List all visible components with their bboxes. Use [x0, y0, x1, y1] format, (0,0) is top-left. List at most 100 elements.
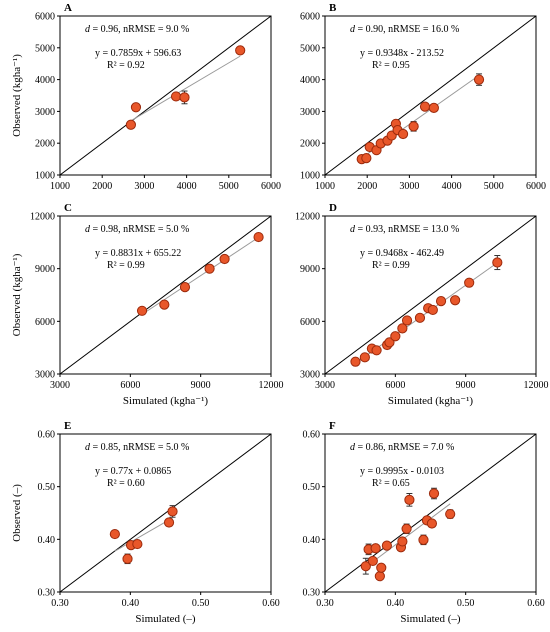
stats-label: d = 0.90, nRMSE = 16.0 % [350, 24, 459, 35]
regression-equation: y = 0.9995x - 0.0103 [360, 466, 444, 477]
x-tick-label: 6000 [261, 181, 281, 192]
panel-letter: D [329, 202, 337, 214]
one-to-one-line [59, 15, 272, 176]
stat-nrmse-label: , nRMSE = [383, 224, 431, 235]
r-squared: R² = 0.95 [372, 60, 410, 71]
data-point [445, 508, 456, 520]
stat-nrmse-value: 16.0 % [431, 24, 459, 35]
y-tick-label: 4000 [35, 75, 55, 86]
r-squared: R² = 0.92 [107, 60, 145, 71]
data-point [159, 299, 170, 310]
r-squared: R² = 0.60 [107, 478, 145, 489]
panel-letter: F [329, 420, 336, 432]
stat-eq-sign: = [355, 224, 366, 235]
chart-panel-e: 0.30 0.40 0.50 0.60 0.30 0.40 0.50 0.60 Ed = 0.8… [11, 420, 280, 625]
x-tick-label: 3000 [50, 380, 70, 391]
plot-frame [324, 433, 537, 593]
stats-label: d = 0.93, nRMSE = 13.0 % [350, 224, 459, 235]
data-point [361, 153, 372, 164]
chart-panel-c: 3000 6000 9000 12000 3000 6000 9000 12000 Cd = 0… [11, 202, 284, 407]
x-tick-label: 0.40 [387, 598, 405, 609]
data-point [414, 312, 426, 323]
plot-frame [59, 433, 272, 593]
data-point [179, 282, 191, 293]
x-tick-label: 0.60 [527, 598, 545, 609]
y-tick-label: 1000 [300, 171, 320, 182]
x-tick-label: 3000 [399, 181, 419, 192]
data-point [450, 295, 461, 306]
regression-equation: y = 0.8831x + 655.22 [95, 248, 181, 259]
x-axis-label: Simulated (–) [135, 613, 196, 625]
chart-panel-d: 3000 6000 9000 12000 3000 6000 9000 12000 Dd = 0… [295, 202, 549, 407]
regression-line [114, 517, 173, 552]
y-tick-label: 3000 [300, 370, 320, 381]
data-point [404, 494, 415, 505]
data-point [427, 304, 438, 316]
one-to-one-line [324, 15, 537, 176]
stat-nrmse-label: , nRMSE = [383, 24, 431, 35]
y-tick-label: 2000 [35, 139, 55, 150]
x-tick-label: 9000 [456, 380, 476, 391]
data-point [408, 121, 419, 132]
stats-label: d = 0.86, nRMSE = 7.0 % [350, 442, 454, 453]
data-point [435, 296, 447, 307]
data-point [163, 517, 175, 528]
stat-eq-sign: = [90, 224, 101, 235]
data-point [136, 305, 148, 316]
stats-label: d = 0.85, nRMSE = 5.0 % [85, 442, 189, 453]
x-tick-label: 0.60 [262, 598, 280, 609]
x-tick-label: 12000 [259, 380, 284, 391]
stat-d-value: 0.93 [366, 224, 384, 235]
data-point [418, 534, 429, 545]
r-squared: R² = 0.99 [107, 260, 145, 271]
x-tick-label: 2000 [357, 181, 377, 192]
panel-letter: A [64, 2, 72, 14]
data-point [401, 315, 413, 326]
y-tick-label: 4000 [300, 75, 320, 86]
one-to-one-line [324, 433, 537, 593]
stat-nrmse-label: , nRMSE = [118, 442, 166, 453]
x-tick-label: 1000 [50, 181, 70, 192]
plot-frame [59, 215, 272, 375]
data-point [390, 331, 401, 342]
y-tick-label: 3000 [35, 370, 55, 381]
x-tick-label: 5000 [219, 181, 239, 192]
y-tick-label: 0.40 [303, 535, 321, 546]
stat-nrmse-label: , nRMSE = [118, 24, 166, 35]
regression-line [365, 503, 451, 568]
data-point [492, 257, 503, 268]
data-point [397, 323, 408, 334]
y-tick-label: 6000 [35, 317, 55, 328]
data-point [371, 345, 382, 356]
stat-d-symbol: d [85, 24, 91, 35]
stat-nrmse-value: 5.0 % [166, 442, 189, 453]
y-axis-label: Observed (–) [11, 484, 23, 542]
data-point [170, 91, 182, 102]
stat-d-symbol: d [350, 24, 356, 35]
y-tick-label: 0.50 [303, 482, 321, 493]
data-point [235, 45, 246, 56]
stat-eq-sign: = [355, 442, 366, 453]
plot-frame [324, 15, 537, 176]
stat-d-symbol: d [350, 224, 356, 235]
y-tick-label: 6000 [300, 12, 320, 23]
panel-letter: C [64, 202, 72, 214]
data-point [464, 277, 475, 288]
stat-nrmse-value: 9.0 % [166, 24, 189, 35]
data-point [428, 102, 439, 114]
y-tick-label: 9000 [300, 264, 320, 275]
stat-nrmse-value: 13.0 % [431, 224, 459, 235]
data-point [125, 119, 136, 130]
x-tick-label: 6000 [526, 181, 546, 192]
x-axis-label: Simulated (–) [400, 613, 461, 625]
stat-nrmse-label: , nRMSE = [383, 442, 431, 453]
x-tick-label: 0.50 [457, 598, 475, 609]
data-point [179, 92, 190, 103]
stats-label: d = 0.96, nRMSE = 9.0 % [85, 24, 189, 35]
one-to-one-line [59, 215, 272, 375]
chart-panel-a: 1000 2000 3000 4000 5000 6000 1000 2000 3000 4000… [11, 2, 281, 192]
data-point [397, 536, 408, 547]
stat-d-symbol: d [350, 442, 356, 453]
stat-nrmse-value: 5.0 % [166, 224, 189, 235]
